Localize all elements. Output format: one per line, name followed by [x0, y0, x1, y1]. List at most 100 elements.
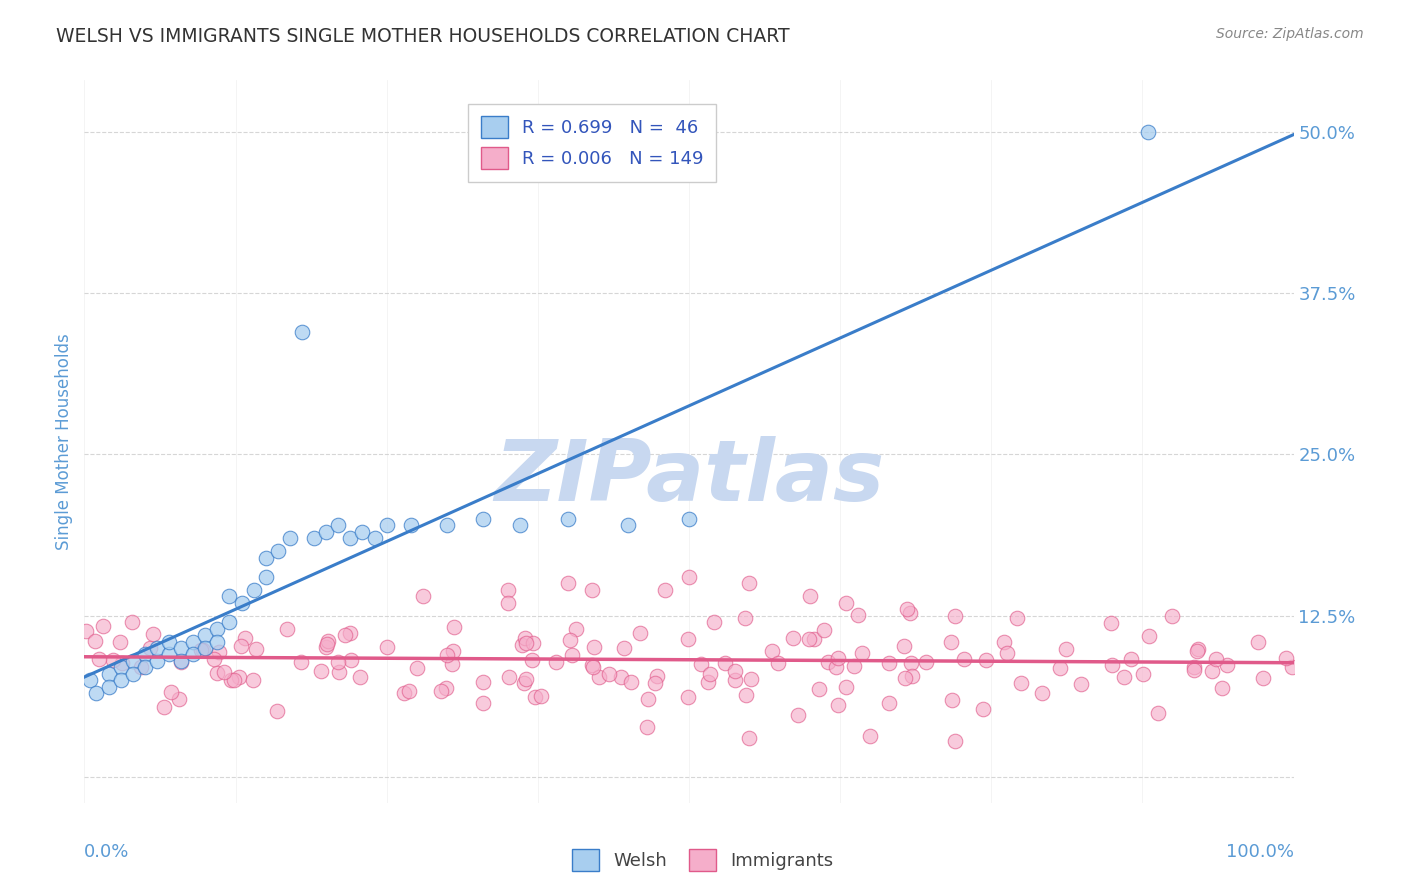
Point [398, 684, 420, 698]
Point [87, 652, 110, 666]
Point [276, 622, 298, 636]
Point [842, 659, 865, 673]
Point [703, 615, 725, 629]
Point [696, 675, 718, 690]
Point [242, 582, 264, 597]
Point [859, 729, 882, 743]
Point [316, 637, 339, 651]
Point [786, 708, 808, 723]
Point [1054, 642, 1077, 657]
Point [617, 518, 640, 533]
Point [375, 640, 398, 655]
Point [613, 641, 636, 656]
Point [877, 696, 900, 710]
Point [723, 664, 745, 678]
Point [1182, 659, 1205, 673]
Point [79, 673, 101, 688]
Point [582, 640, 605, 655]
Point [1010, 676, 1032, 690]
Point [153, 700, 176, 714]
Point [146, 654, 169, 668]
Point [1211, 681, 1233, 695]
Point [520, 652, 543, 666]
Point [254, 570, 277, 584]
Point [893, 639, 915, 653]
Point [735, 689, 758, 703]
Point [339, 626, 361, 640]
Point [738, 731, 761, 746]
Point [1137, 125, 1160, 139]
Point [766, 656, 789, 670]
Point [339, 531, 361, 545]
Legend: R = 0.699   N =  46, R = 0.006   N = 149: R = 0.699 N = 46, R = 0.006 N = 149 [468, 103, 717, 182]
Point [208, 645, 231, 659]
Point [160, 685, 183, 699]
Point [181, 634, 204, 648]
Point [628, 626, 651, 640]
Point [363, 531, 385, 545]
Point [939, 635, 962, 649]
Point [557, 576, 579, 591]
Point [472, 696, 495, 710]
Point [1099, 615, 1122, 630]
Point [1101, 657, 1123, 672]
Point [121, 615, 143, 630]
Point [678, 690, 700, 704]
Point [893, 672, 915, 686]
Point [636, 720, 658, 734]
Point [103, 653, 125, 667]
Point [212, 665, 235, 680]
Point [561, 648, 583, 663]
Point [472, 675, 495, 690]
Point [190, 643, 212, 657]
Point [808, 682, 831, 697]
Point [1121, 652, 1143, 666]
Point [714, 657, 737, 671]
Point [1161, 609, 1184, 624]
Point [399, 518, 422, 533]
Point [582, 659, 605, 673]
Point [205, 665, 228, 680]
Point [333, 628, 356, 642]
Point [406, 661, 429, 675]
Point [207, 622, 229, 636]
Point [558, 632, 581, 647]
Point [799, 590, 821, 604]
Point [510, 638, 533, 652]
Point [443, 619, 465, 633]
Point [181, 648, 204, 662]
Point [900, 656, 922, 670]
Point [157, 634, 180, 648]
Point [901, 668, 924, 682]
Point [803, 632, 825, 647]
Point [564, 622, 586, 636]
Point [914, 655, 936, 669]
Point [1031, 686, 1053, 700]
Point [194, 628, 217, 642]
Point [761, 644, 783, 658]
Point [146, 640, 169, 655]
Point [588, 670, 610, 684]
Point [995, 646, 1018, 660]
Point [1070, 677, 1092, 691]
Point [91, 618, 114, 632]
Point [278, 531, 301, 545]
Point [496, 596, 519, 610]
Point [879, 656, 901, 670]
Point [440, 657, 463, 672]
Point [524, 690, 547, 704]
Point [1049, 660, 1071, 674]
Point [375, 518, 398, 533]
Point [581, 657, 603, 672]
Point [1137, 628, 1160, 642]
Point [1132, 666, 1154, 681]
Point [896, 602, 918, 616]
Point [316, 634, 339, 648]
Point [242, 673, 264, 688]
Point [110, 660, 132, 674]
Point [412, 590, 434, 604]
Point [644, 675, 666, 690]
Point [496, 582, 519, 597]
Point [245, 642, 267, 657]
Point [1201, 664, 1223, 678]
